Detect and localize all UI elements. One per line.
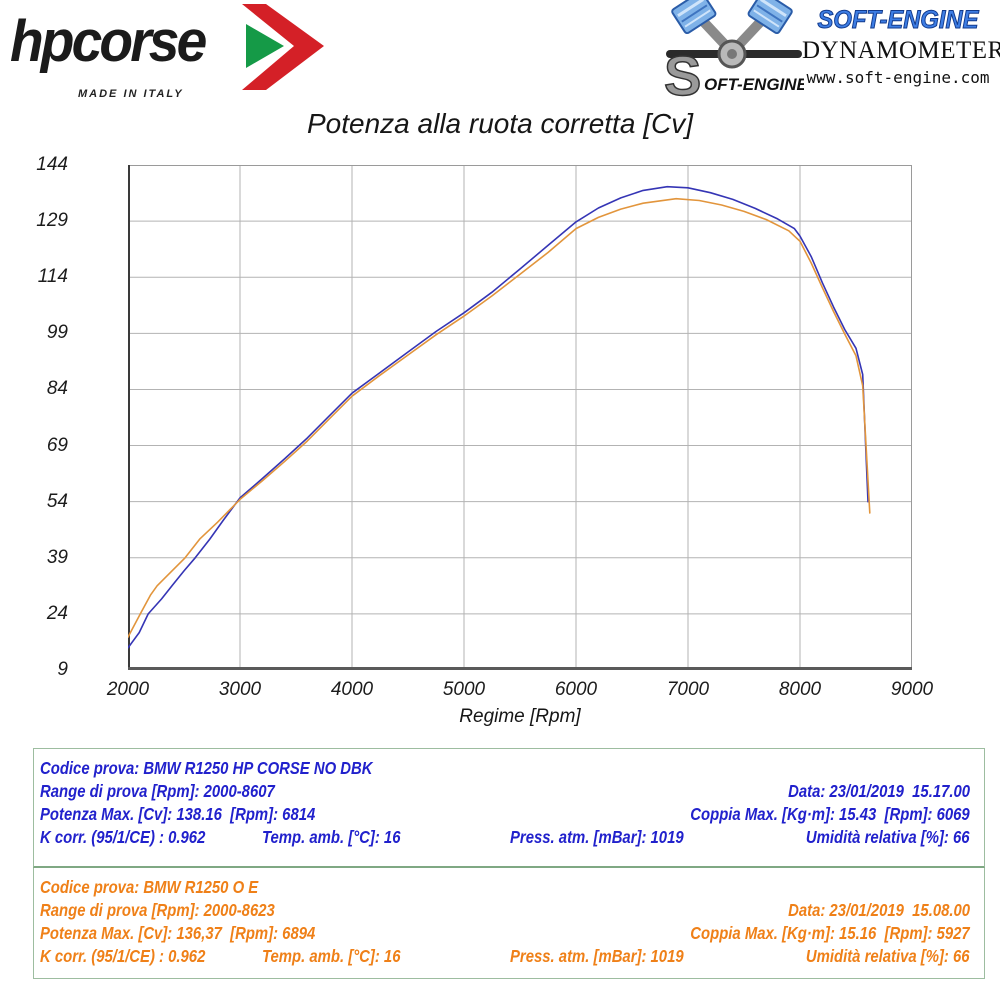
x-tick-label: 7000 [666,679,710,700]
data-ora: Data: 23/01/2019 15.08.00 [788,900,970,920]
umidita-relativa: Umidità relativa [%]: 66 [806,946,970,966]
x-axis-labels: 2000 3000 4000 5000 6000 7000 8000 9000 [107,678,933,702]
y-tick-label: 129 [36,210,68,232]
codice-prova: Codice prova: BMW R1250 HP CORSE NO DBK [40,758,373,778]
x-tick-label: 8000 [778,679,822,700]
y-axis-labels: 9 24 39 54 69 84 99 114 129 144 [0,154,68,680]
y-tick-label: 84 [46,378,68,400]
hpcorse-made-in-italy: MADE IN ITALY [78,88,184,100]
k-corr: K corr. (95/1/CE) : 0.962 [40,946,206,966]
hpcorse-logo: hpcorse MADE IN ITALY [8,2,328,107]
test-info-box-blue: Codice prova: BMW R1250 HP CORSE NO DBK … [33,748,985,868]
x-tick-label: 5000 [442,679,486,700]
data-ora: Data: 23/01/2019 15.17.00 [788,781,970,801]
y-tick-label: 114 [37,266,68,288]
x-tick-label: 9000 [890,679,934,700]
y-tick-label: 69 [46,434,68,456]
codice-prova: Codice prova: BMW R1250 O E [40,877,259,897]
softengine-tagline: DYNAMOMETERS [802,37,1000,64]
power-curve-orange [128,197,871,638]
plot-area [128,165,912,670]
x-tick-label: 3000 [218,679,262,700]
press-atm: Press. atm. [mBar]: 1019 [510,946,684,966]
coppia-max: Coppia Max. [Kg·m]: 15.43 [Rpm]: 6069 [690,804,970,824]
softengine-s-rest: OFT-ENGINE [704,75,804,94]
y-tick-label: 9 [57,659,68,680]
power-curve-blue [128,185,869,649]
y-tick-label: 144 [36,154,68,175]
chart-title: Potenza alla ruota corretta [Cv] [307,108,693,139]
x-axis-title: Regime [Rpm] [459,706,581,727]
coppia-max: Coppia Max. [Kg·m]: 15.16 [Rpm]: 5927 [690,923,970,943]
potenza-max: Potenza Max. [Cv]: 136,37 [Rpm]: 6894 [40,923,316,943]
range-di-prova: Range di prova [Rpm]: 2000-8623 [40,900,275,920]
softengine-pistons-icon: S OFT-ENGINE [663,0,804,100]
umidita-relativa: Umidità relativa [%]: 66 [806,827,970,847]
test-info-tables: Codice prova: BMW R1250 HP CORSE NO DBK … [33,748,985,979]
test-info-box-orange: Codice prova: BMW R1250 O E Range di pro… [33,868,985,979]
press-atm: Press. atm. [mBar]: 1019 [510,827,684,847]
y-tick-label: 99 [46,322,68,344]
range-di-prova: Range di prova [Rpm]: 2000-8607 [40,781,275,801]
potenza-max: Potenza Max. [Cv]: 138.16 [Rpm]: 6814 [40,804,316,824]
x-tick-label: 4000 [330,679,374,700]
softengine-url: www.soft-engine.com [806,68,990,87]
softengine-s-letter: S [664,44,701,100]
softengine-logo: S OFT-ENGINE SOFT-ENGINE DYNAMOMETERS ww… [650,0,1000,100]
x-tick-label: 6000 [554,679,598,700]
hpcorse-wordmark: hpcorse [10,9,207,74]
y-tick-label: 39 [46,546,68,568]
y-tick-label: 24 [46,602,68,624]
k-corr: K corr. (95/1/CE) : 0.962 [40,827,206,847]
temp-amb: Temp. amb. [°C]: 16 [262,827,401,847]
softengine-brand: SOFT-ENGINE [817,6,979,35]
y-tick-label: 54 [46,490,68,512]
x-tick-label: 2000 [106,679,150,700]
hpcorse-arrow-icon [242,4,324,90]
temp-amb: Temp. amb. [°C]: 16 [262,946,401,966]
